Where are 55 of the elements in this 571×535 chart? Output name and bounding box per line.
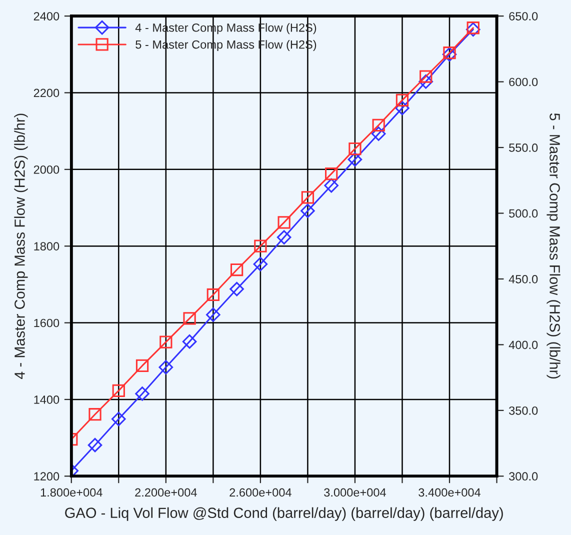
x-tick-label: 2.600e+004 [230,488,292,497]
point [348,142,362,156]
y-tick-label: 1400 [34,396,60,404]
x-tick-label: 3.400e+004 [418,488,481,497]
point [230,263,244,276]
y2-tick-label: 500.0 [509,209,538,218]
point [325,167,338,180]
point [254,240,267,252]
y-tick-label: 2400 [34,12,60,20]
y-tick-label: 1800 [34,242,60,250]
x-tick-label: 2.200e+004 [135,488,197,497]
x-tick-label: 3.000e+004 [324,488,386,497]
y2-tick-label: 450.0 [508,275,538,284]
y-tick-label: 1600 [34,318,60,328]
point [371,126,386,141]
point [466,22,480,37]
point [230,282,244,296]
point [396,94,409,107]
y-tick-label: 2000 [34,165,60,174]
y2-tick-label: 350.0 [509,406,538,415]
point [466,22,480,34]
point [395,100,410,116]
y-axis-title: 4 - Master Comp Mass Flow (H2S) (lb/hr) [14,114,28,380]
point [420,70,432,83]
y2-tick-label: 300.0 [509,472,538,481]
y2-tick-label: 400.0 [508,340,538,350]
point [324,178,338,193]
point [253,256,268,272]
point [372,118,385,132]
point [160,336,172,348]
point [206,288,220,302]
point [135,386,150,401]
point [276,230,292,244]
point [348,152,362,167]
x-axis-title: GAO - Liq Vol Flow @Std Cond (barrel/day) (barrel/day) (barrel/day) [65,507,503,521]
y-tick-label: 2200 [34,88,60,98]
x-tick-label: 1.800e+004 [40,488,102,497]
point [112,384,125,398]
point [301,191,314,204]
point [206,308,220,322]
y2-tick-label: 550.0 [509,144,538,152]
point [158,360,174,374]
point [136,359,149,372]
point [300,204,315,218]
point [182,334,197,349]
point [88,408,102,421]
point [278,216,290,229]
point [183,312,196,325]
point [111,412,126,426]
y2-axis-title: 5 - Master Comp Mass Flow (H2S) (lb/hr) [546,113,560,378]
y2-tick-label: 600.0 [509,78,538,86]
point [418,74,434,89]
point [88,438,102,452]
y-tick-label: 1200 [34,472,60,481]
y2-tick-label: 650.0 [509,12,538,20]
